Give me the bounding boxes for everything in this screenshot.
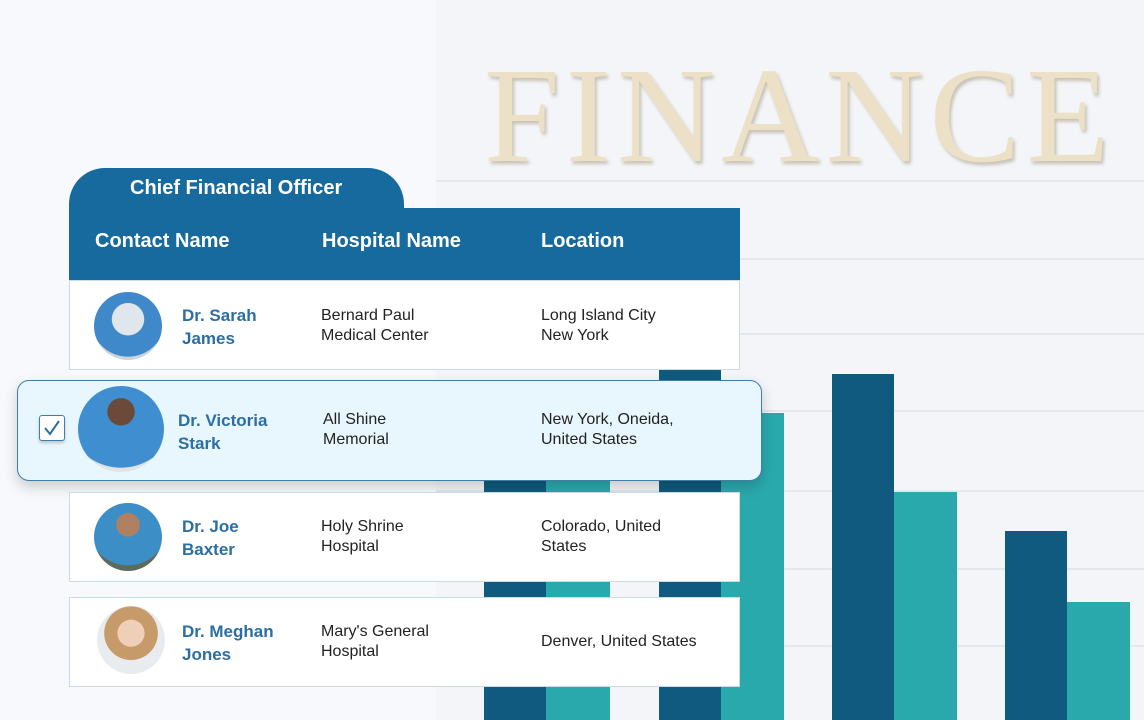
card-tab-title: Chief Financial Officer xyxy=(69,168,404,210)
row-checkbox[interactable] xyxy=(39,415,65,441)
hospital-name: Bernard Paul Medical Center xyxy=(321,307,429,344)
grid-line xyxy=(436,180,1144,182)
contact-name[interactable]: Dr. Joe Baxter xyxy=(182,517,239,559)
table-row[interactable]: Dr. Joe Baxter Holy Shrine Hospital Colora… xyxy=(69,492,740,582)
avatar xyxy=(94,292,162,360)
grid-line xyxy=(436,410,1144,412)
grid-line xyxy=(436,645,1144,647)
location: New York, Oneida, United States xyxy=(541,411,674,448)
photo-bar xyxy=(894,492,957,720)
table-row[interactable]: Dr. Sarah James Bernard Paul Medical Cente… xyxy=(69,280,740,370)
location: Colorado, United States xyxy=(541,518,662,555)
column-header-hospital-name: Hospital Name xyxy=(322,230,461,252)
avatar xyxy=(94,503,162,571)
hospital-name: All Shine Memorial xyxy=(323,411,389,448)
hospital-name: Mary's General Hospital xyxy=(321,623,429,660)
photo-bar xyxy=(832,374,894,720)
hospital-name: Holy Shrine Hospital xyxy=(321,518,404,555)
photo-bar xyxy=(1067,602,1130,720)
grid-line xyxy=(436,258,1144,260)
finance-wooden-letters: FINANCE xyxy=(484,41,1116,191)
avatar xyxy=(97,606,165,674)
column-header-contact-name: Contact Name xyxy=(95,230,230,252)
checkmark-icon xyxy=(44,420,60,436)
location: Denver, United States xyxy=(541,633,697,650)
grid-line xyxy=(436,490,1144,492)
table-header: Contact Name Hospital Name Location xyxy=(69,208,740,280)
grid-line xyxy=(436,568,1144,570)
contact-name[interactable]: Dr. Victoria Stark xyxy=(178,411,268,453)
table-row[interactable]: Dr. Meghan Jones Mary's General Hospital D… xyxy=(69,597,740,687)
photo-bar xyxy=(1005,531,1067,720)
contact-name[interactable]: Dr. Sarah James xyxy=(182,306,257,348)
table-row-selected[interactable]: Dr. Victoria Stark All Shine Memorial New … xyxy=(17,380,762,481)
avatar xyxy=(78,386,164,472)
location: Long Island City New York xyxy=(541,307,656,344)
column-header-location: Location xyxy=(541,230,625,252)
contact-name[interactable]: Dr. Meghan Jones xyxy=(182,622,274,664)
grid-line xyxy=(436,333,1144,335)
